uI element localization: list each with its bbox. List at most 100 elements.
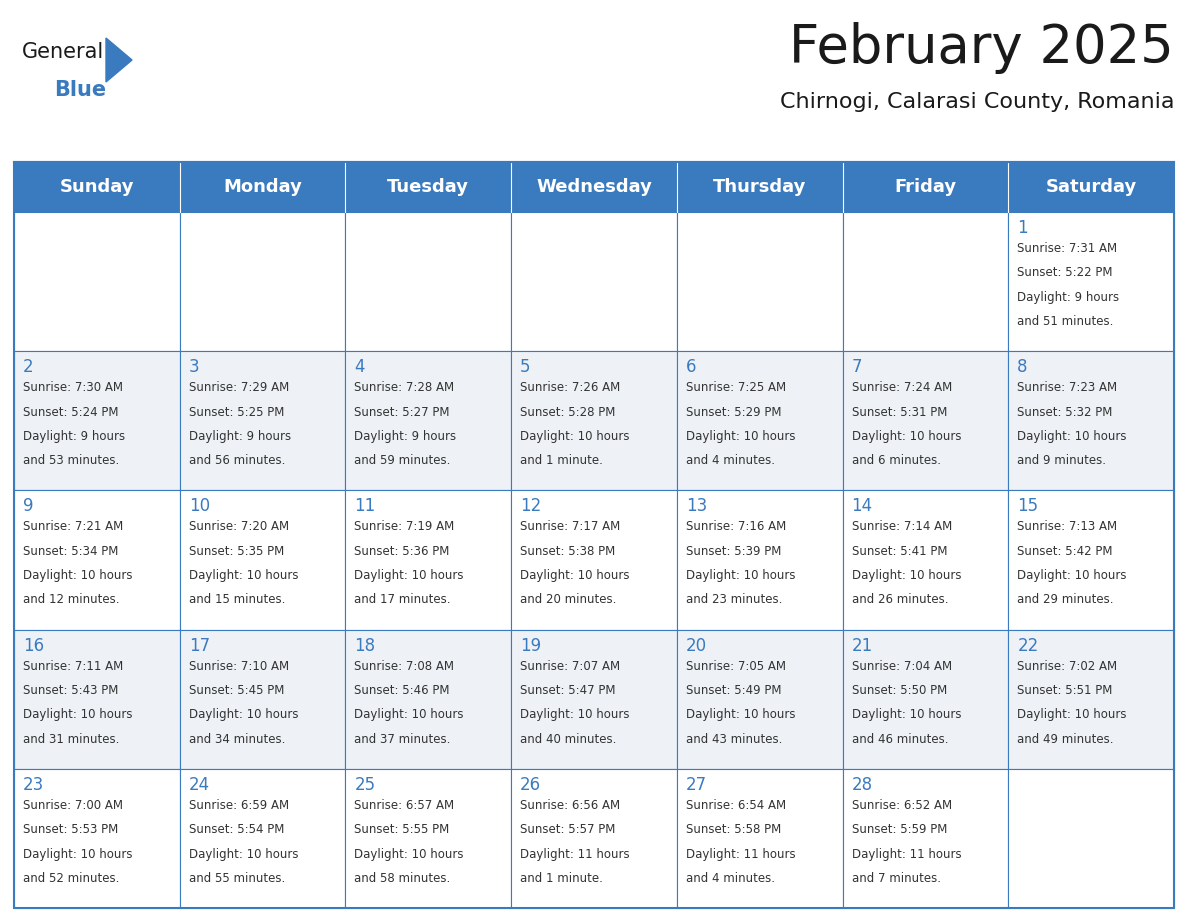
Text: Sunset: 5:34 PM: Sunset: 5:34 PM	[23, 544, 119, 558]
Bar	[346, 490, 511, 630]
Text: 28: 28	[852, 776, 873, 794]
Text: Sunset: 5:36 PM: Sunset: 5:36 PM	[354, 544, 450, 558]
Text: Sunset: 5:31 PM: Sunset: 5:31 PM	[852, 406, 947, 419]
Text: Daylight: 10 hours: Daylight: 10 hours	[685, 430, 795, 442]
Text: Sunrise: 6:52 AM: Sunrise: 6:52 AM	[852, 799, 952, 812]
Text: 17: 17	[189, 636, 210, 655]
Bar	[677, 768, 842, 908]
Text: and 46 minutes.: and 46 minutes.	[852, 733, 948, 745]
Bar	[842, 630, 1009, 768]
Bar	[842, 490, 1009, 630]
Text: 9: 9	[23, 498, 33, 515]
Text: Sunset: 5:35 PM: Sunset: 5:35 PM	[189, 544, 284, 558]
Text: Sunrise: 7:14 AM: Sunrise: 7:14 AM	[852, 521, 952, 533]
Text: and 52 minutes.: and 52 minutes.	[23, 872, 119, 885]
Text: Daylight: 10 hours: Daylight: 10 hours	[1017, 430, 1126, 442]
Bar	[179, 630, 346, 768]
Text: and 40 minutes.: and 40 minutes.	[520, 733, 617, 745]
Text: and 4 minutes.: and 4 minutes.	[685, 872, 775, 885]
Bar	[346, 352, 511, 490]
Text: General: General	[23, 42, 105, 62]
Text: Tuesday: Tuesday	[387, 178, 469, 196]
Text: Daylight: 10 hours: Daylight: 10 hours	[23, 569, 133, 582]
Text: and 29 minutes.: and 29 minutes.	[1017, 593, 1114, 607]
Text: Sunrise: 7:30 AM: Sunrise: 7:30 AM	[23, 381, 124, 394]
Text: 21: 21	[852, 636, 873, 655]
Text: Sunset: 5:41 PM: Sunset: 5:41 PM	[852, 544, 947, 558]
Bar	[179, 768, 346, 908]
Text: Daylight: 10 hours: Daylight: 10 hours	[1017, 569, 1126, 582]
Text: 11: 11	[354, 498, 375, 515]
Text: Daylight: 10 hours: Daylight: 10 hours	[852, 709, 961, 722]
Text: Sunset: 5:24 PM: Sunset: 5:24 PM	[23, 406, 119, 419]
Text: Sunset: 5:55 PM: Sunset: 5:55 PM	[354, 823, 450, 836]
Bar	[511, 768, 677, 908]
Bar	[14, 352, 179, 490]
Text: Daylight: 10 hours: Daylight: 10 hours	[189, 847, 298, 860]
Text: Sunset: 5:53 PM: Sunset: 5:53 PM	[23, 823, 119, 836]
Text: Daylight: 9 hours: Daylight: 9 hours	[1017, 291, 1119, 304]
Bar	[842, 212, 1009, 352]
Text: 1: 1	[1017, 219, 1028, 237]
Text: Sunset: 5:32 PM: Sunset: 5:32 PM	[1017, 406, 1113, 419]
Text: Sunrise: 7:08 AM: Sunrise: 7:08 AM	[354, 660, 455, 673]
Text: 8: 8	[1017, 358, 1028, 376]
Text: Sunset: 5:39 PM: Sunset: 5:39 PM	[685, 544, 782, 558]
Polygon shape	[106, 38, 132, 82]
Text: Sunrise: 7:29 AM: Sunrise: 7:29 AM	[189, 381, 289, 394]
Text: Sunrise: 7:05 AM: Sunrise: 7:05 AM	[685, 660, 785, 673]
Text: Sunset: 5:27 PM: Sunset: 5:27 PM	[354, 406, 450, 419]
Text: Sunset: 5:46 PM: Sunset: 5:46 PM	[354, 684, 450, 697]
Bar	[14, 212, 179, 352]
Text: Daylight: 11 hours: Daylight: 11 hours	[852, 847, 961, 860]
Text: 12: 12	[520, 498, 542, 515]
Text: Sunset: 5:50 PM: Sunset: 5:50 PM	[852, 684, 947, 697]
Text: Daylight: 9 hours: Daylight: 9 hours	[23, 430, 125, 442]
Text: 13: 13	[685, 498, 707, 515]
Bar	[511, 490, 677, 630]
Text: and 37 minutes.: and 37 minutes.	[354, 733, 450, 745]
Text: Daylight: 10 hours: Daylight: 10 hours	[1017, 709, 1126, 722]
Text: Sunrise: 7:04 AM: Sunrise: 7:04 AM	[852, 660, 952, 673]
Bar	[1009, 630, 1174, 768]
Text: and 23 minutes.: and 23 minutes.	[685, 593, 782, 607]
Bar	[842, 768, 1009, 908]
Text: Sunset: 5:45 PM: Sunset: 5:45 PM	[189, 684, 284, 697]
Bar	[511, 352, 677, 490]
Text: Sunrise: 7:17 AM: Sunrise: 7:17 AM	[520, 521, 620, 533]
Text: Daylight: 10 hours: Daylight: 10 hours	[852, 430, 961, 442]
Text: Daylight: 11 hours: Daylight: 11 hours	[685, 847, 796, 860]
Text: February 2025: February 2025	[789, 22, 1174, 74]
Text: Sunrise: 7:26 AM: Sunrise: 7:26 AM	[520, 381, 620, 394]
Text: 7: 7	[852, 358, 862, 376]
Text: and 6 minutes.: and 6 minutes.	[852, 454, 941, 467]
Text: Sunrise: 6:54 AM: Sunrise: 6:54 AM	[685, 799, 786, 812]
Text: Sunrise: 7:20 AM: Sunrise: 7:20 AM	[189, 521, 289, 533]
Bar	[511, 630, 677, 768]
Bar	[179, 490, 346, 630]
Text: 3: 3	[189, 358, 200, 376]
Text: Daylight: 10 hours: Daylight: 10 hours	[520, 430, 630, 442]
Text: Daylight: 10 hours: Daylight: 10 hours	[520, 709, 630, 722]
Text: Daylight: 10 hours: Daylight: 10 hours	[23, 709, 133, 722]
Bar	[677, 630, 842, 768]
Text: 20: 20	[685, 636, 707, 655]
Text: Daylight: 10 hours: Daylight: 10 hours	[685, 569, 795, 582]
Text: Daylight: 9 hours: Daylight: 9 hours	[189, 430, 291, 442]
Text: and 12 minutes.: and 12 minutes.	[23, 593, 120, 607]
Text: Sunset: 5:29 PM: Sunset: 5:29 PM	[685, 406, 782, 419]
Text: Sunset: 5:59 PM: Sunset: 5:59 PM	[852, 823, 947, 836]
Text: and 20 minutes.: and 20 minutes.	[520, 593, 617, 607]
Text: Daylight: 10 hours: Daylight: 10 hours	[354, 569, 465, 582]
Text: and 49 minutes.: and 49 minutes.	[1017, 733, 1114, 745]
Text: 22: 22	[1017, 636, 1038, 655]
Bar	[1009, 212, 1174, 352]
Text: Daylight: 10 hours: Daylight: 10 hours	[354, 847, 465, 860]
Text: Sunrise: 7:24 AM: Sunrise: 7:24 AM	[852, 381, 952, 394]
Text: Blue: Blue	[53, 80, 106, 100]
Bar	[179, 212, 346, 352]
Text: and 59 minutes.: and 59 minutes.	[354, 454, 450, 467]
Text: and 26 minutes.: and 26 minutes.	[852, 593, 948, 607]
Text: Sunset: 5:42 PM: Sunset: 5:42 PM	[1017, 544, 1113, 558]
Text: 6: 6	[685, 358, 696, 376]
